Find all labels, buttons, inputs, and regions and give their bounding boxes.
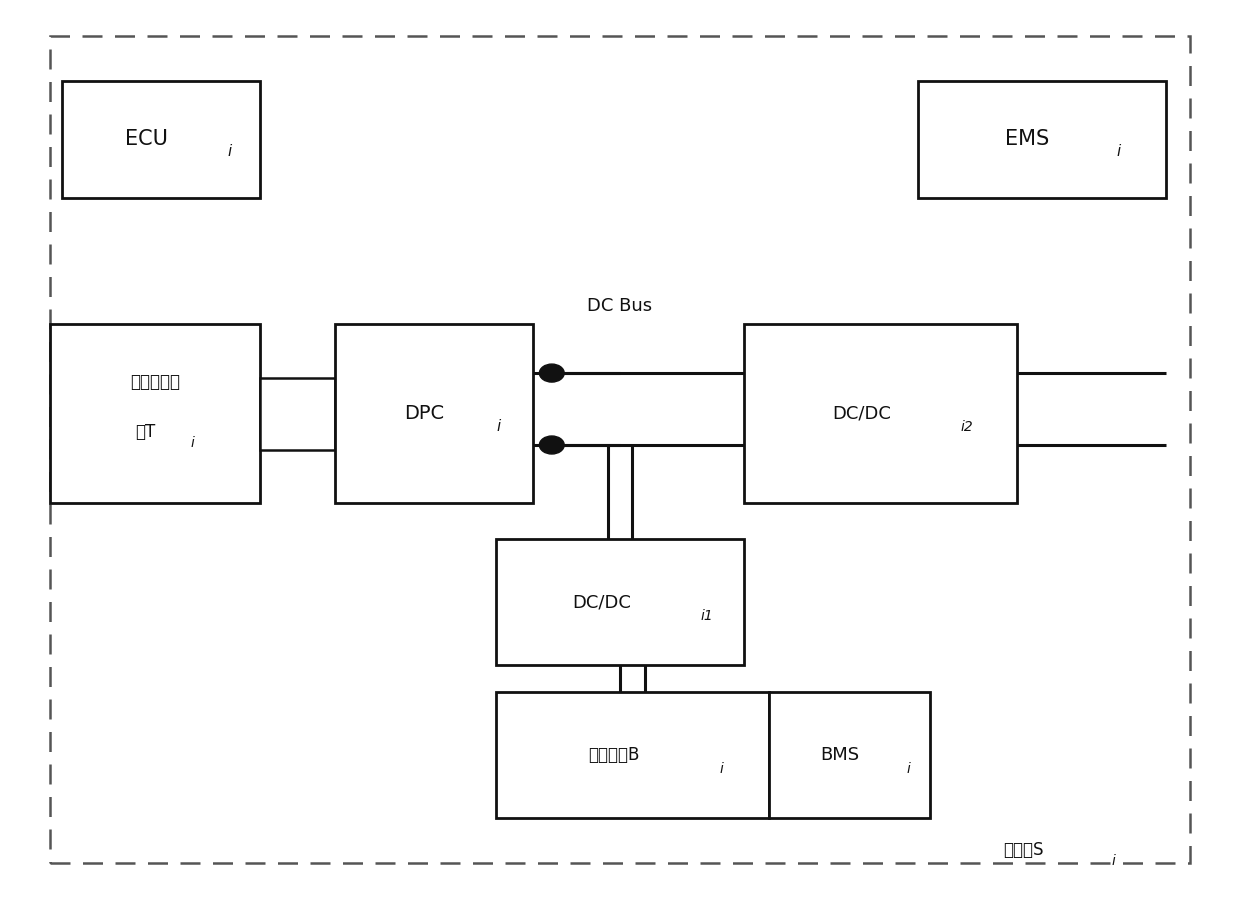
- Text: BMS: BMS: [820, 746, 859, 764]
- Bar: [260, 378, 335, 450]
- Text: 块T: 块T: [135, 423, 155, 441]
- Text: 电能发生模: 电能发生模: [130, 373, 180, 391]
- Text: i1: i1: [701, 609, 713, 623]
- Bar: [335, 324, 533, 503]
- Bar: [744, 324, 1017, 503]
- Text: DC/DC: DC/DC: [572, 593, 631, 611]
- Text: DPC: DPC: [404, 404, 444, 423]
- Text: i: i: [906, 761, 911, 776]
- Text: i: i: [719, 761, 724, 776]
- Text: i: i: [1111, 854, 1116, 868]
- Circle shape: [539, 436, 564, 454]
- Text: DC Bus: DC Bus: [588, 297, 652, 315]
- Bar: [918, 81, 1166, 198]
- Bar: [496, 692, 769, 818]
- Text: i: i: [190, 436, 195, 450]
- Text: i: i: [496, 419, 501, 433]
- Text: ECU: ECU: [125, 129, 167, 149]
- Text: 储能模块B: 储能模块B: [588, 746, 640, 764]
- Circle shape: [539, 364, 564, 382]
- Text: DC/DC: DC/DC: [832, 405, 892, 423]
- Text: EMS: EMS: [1004, 129, 1049, 149]
- Text: i: i: [227, 145, 232, 159]
- Bar: [62, 81, 260, 198]
- Bar: [496, 539, 744, 665]
- Text: 能量源S: 能量源S: [1003, 841, 1043, 859]
- Text: i: i: [1116, 145, 1121, 159]
- Bar: [769, 692, 930, 818]
- Bar: [50, 324, 260, 503]
- Text: i2: i2: [961, 420, 973, 434]
